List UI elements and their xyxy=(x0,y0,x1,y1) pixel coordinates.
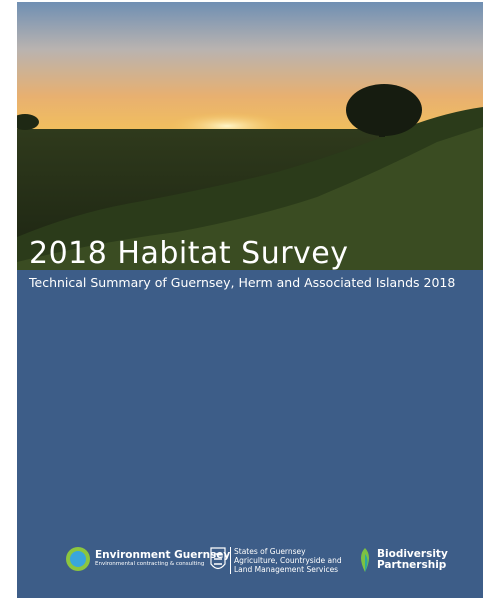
cover-photo xyxy=(17,2,483,270)
logo-biodiversity-partnership: Biodiversity Partnership xyxy=(357,546,448,574)
logo-text: Land Management Services xyxy=(234,565,342,574)
logo-text: Partnership xyxy=(377,560,448,571)
title: 2018 Habitat Survey xyxy=(29,236,349,271)
logo-environment-guernsey: Environment Guernsey Environmental contr… xyxy=(65,546,230,572)
page: {"header": {"title": "2018 Habitat Surve… xyxy=(0,0,483,601)
logo-states-of-guernsey: States of Guernsey Agriculture, Countrys… xyxy=(209,546,342,574)
logo-text: States of Guernsey xyxy=(234,547,342,556)
subtitle: Technical Summary of Guernsey, Herm and … xyxy=(29,275,455,290)
cover: 2018 Habitat Survey Technical Summary of… xyxy=(17,2,483,598)
logo-text: Agriculture, Countryside and xyxy=(234,556,342,565)
logo-icon xyxy=(65,546,91,572)
logo-icon xyxy=(357,546,373,574)
logo-icon xyxy=(209,546,227,574)
